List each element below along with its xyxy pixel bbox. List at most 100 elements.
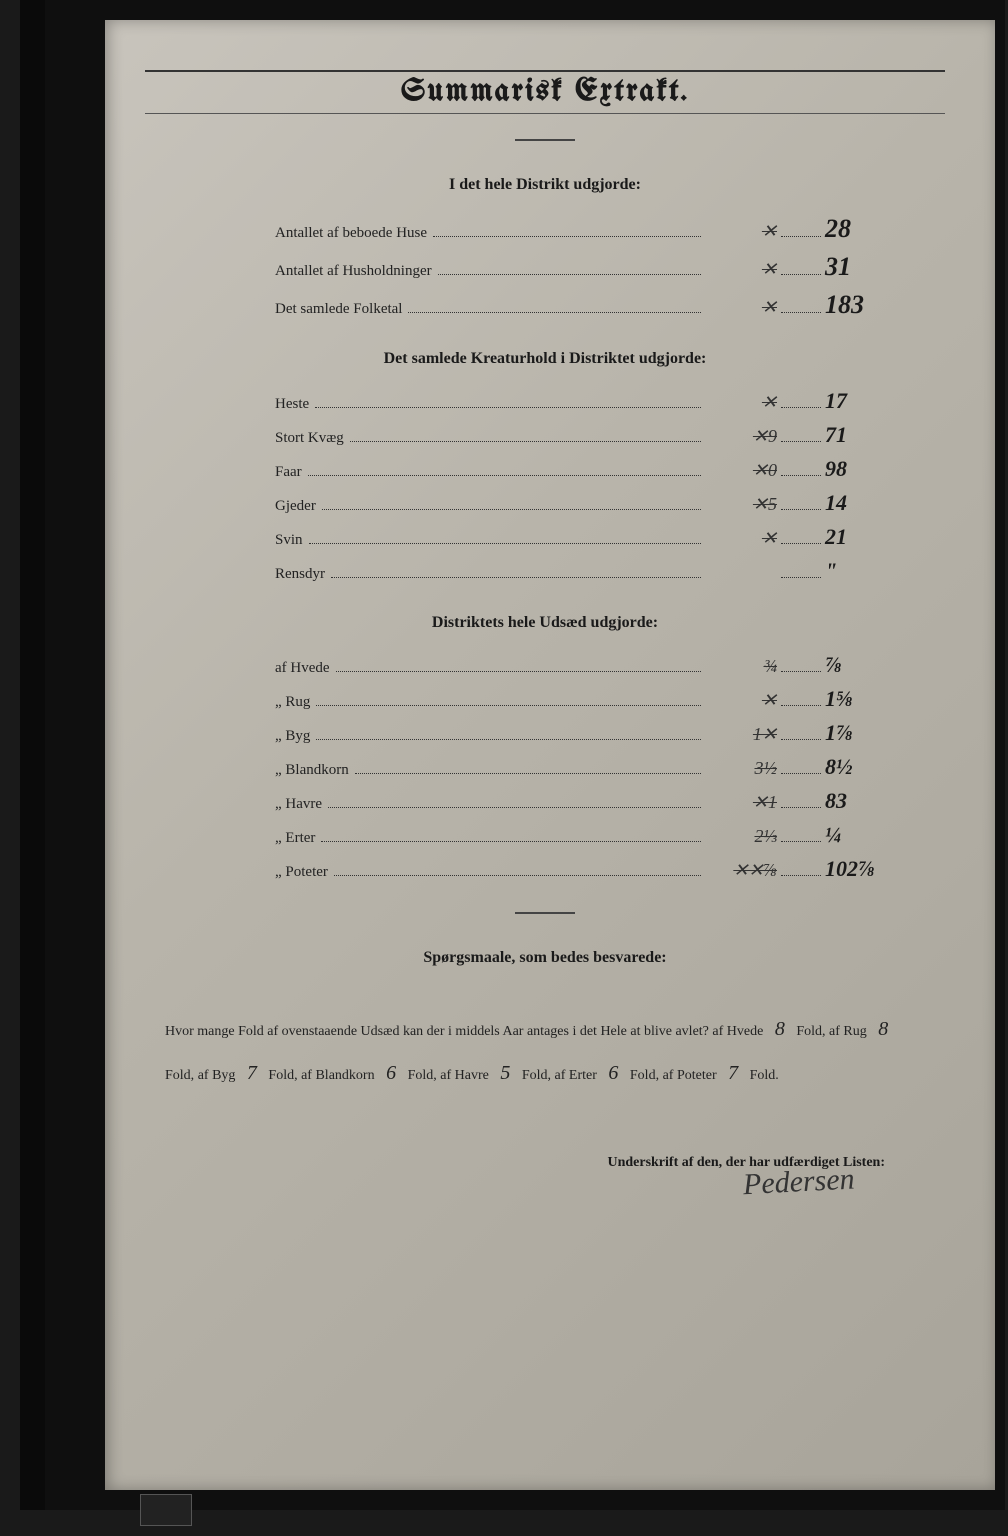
data-row: „ Byg 1✕ 1⅞ (275, 720, 895, 746)
section1-heading: I det hele Distrikt udgjorde: (145, 176, 945, 194)
question-crop: af Poteter (663, 1068, 717, 1083)
dots (781, 738, 821, 740)
row-label: „ Byg (275, 728, 310, 745)
dots (408, 311, 701, 313)
row-label: Heste (275, 396, 309, 413)
divider (515, 912, 575, 914)
row-value: 98 (825, 456, 895, 482)
book-binding: Summarisk Extrakt. I det hele Distrikt u… (20, 0, 1005, 1510)
section2-rows: Heste✕17Stort Kvæg✕971Faar✕098Gjeder✕514… (145, 388, 945, 584)
dots (433, 235, 701, 237)
data-row: „ Havre✕183 (275, 788, 895, 814)
row-value: 183 (825, 290, 895, 320)
signature: Pedersen (145, 1162, 856, 1233)
question-crop: af Byg (198, 1068, 236, 1083)
row-label: af Hvede (275, 660, 330, 677)
question-crop: af Havre (440, 1068, 489, 1083)
row-label: Antallet af beboede Huse (275, 225, 427, 242)
dots (781, 273, 821, 275)
row-label: „ Blandkorn (275, 762, 349, 779)
dots (315, 406, 701, 408)
row-value: 83 (825, 788, 895, 814)
row-value: 1⅞ (825, 720, 895, 746)
question-value: 6 (378, 1062, 404, 1084)
crossed-value: ✕ (707, 221, 777, 242)
question-value: 7 (720, 1062, 746, 1084)
crossed-value: ✕ (707, 392, 777, 413)
dots (336, 670, 701, 672)
question-value: 8 (870, 1018, 896, 1040)
dots (781, 542, 821, 544)
question-value: 6 (600, 1062, 626, 1084)
dots (781, 806, 821, 808)
dots (781, 440, 821, 442)
dots (438, 273, 701, 275)
question-unit: Fold. (750, 1068, 779, 1083)
question-unit: Fold, (408, 1068, 437, 1083)
dots (781, 670, 821, 672)
data-row: Det samlede Folketal ✕ 183 (275, 290, 895, 320)
row-label: „ Poteter (275, 864, 328, 881)
crossed-value: ✕9 (707, 426, 777, 447)
row-label: Svin (275, 532, 303, 549)
row-label: Antallet af Husholdninger (275, 263, 432, 280)
row-label: Gjeder (275, 498, 316, 515)
page-tab (140, 1494, 192, 1526)
data-row: af Hvede ¾ ⅞ (275, 652, 895, 678)
dots (781, 508, 821, 510)
row-value: " (825, 558, 895, 584)
data-row: Rensdyr" (275, 558, 895, 584)
crossed-value: ✕ (707, 259, 777, 280)
dots (781, 874, 821, 876)
dots (781, 576, 821, 578)
section2-heading: Det samlede Kreaturhold i Distriktet udg… (145, 350, 945, 368)
crossed-value: 1✕ (707, 724, 777, 745)
data-row: Heste✕17 (275, 388, 895, 414)
data-row: Antallet af beboede Huse ✕ 28 (275, 214, 895, 244)
data-row: „ Erter2⅓¼ (275, 822, 895, 848)
data-row: „ Poteter✕✕⅞102⅞ (275, 856, 895, 882)
question-unit: Fold, (268, 1068, 297, 1083)
question-value: 5 (492, 1062, 518, 1084)
crossed-value: ✕ (707, 297, 777, 318)
dots (781, 704, 821, 706)
divider (515, 139, 575, 141)
question-crop: af Blandkorn (301, 1068, 374, 1083)
row-label: „ Erter (275, 830, 315, 847)
question-value: 8 (767, 1018, 793, 1040)
dots (781, 235, 821, 237)
row-value: 28 (825, 214, 895, 244)
questions-text: Hvor mange Fold af ovenstaaende Udsæd ka… (165, 1007, 925, 1095)
data-row: Svin✕21 (275, 524, 895, 550)
crossed-value: ✕1 (707, 792, 777, 813)
dots (316, 738, 701, 740)
row-label: „ Rug (275, 694, 310, 711)
data-row: Antallet af Husholdninger ✕ 31 (275, 252, 895, 282)
question-crop: af Hvede (712, 1024, 763, 1039)
data-row: „ Rug ✕ 1⅝ (275, 686, 895, 712)
dots (322, 508, 701, 510)
question-unit: Fold, (522, 1068, 551, 1083)
dots (309, 542, 701, 544)
row-label: Det samlede Folketal (275, 301, 402, 318)
question-unit: Fold, (165, 1068, 194, 1083)
crossed-value: ✕ (707, 690, 777, 711)
question-unit: Fold, (630, 1068, 659, 1083)
dots (321, 840, 701, 842)
section3-rows: af Hvede ¾ ⅞ „ Rug ✕ 1⅝ „ Byg 1✕ 1⅞ „ Blandkorn3½… (145, 652, 945, 882)
section3-heading: Distriktets hele Udsæd udgjorde: (145, 614, 945, 632)
dots (781, 474, 821, 476)
crossed-value: ✕ (707, 528, 777, 549)
row-value: ⅞ (825, 652, 895, 678)
row-label: Faar (275, 464, 302, 481)
dots (316, 704, 701, 706)
data-row: Stort Kvæg✕971 (275, 422, 895, 448)
question-value: 7 (239, 1062, 265, 1084)
dots (328, 806, 701, 808)
crossed-value: ¾ (707, 656, 777, 677)
row-value: 1⅝ (825, 686, 895, 712)
row-value: 31 (825, 252, 895, 282)
crossed-value: ✕5 (707, 494, 777, 515)
data-row: „ Blandkorn3½8½ (275, 754, 895, 780)
questions-heading: Spørgsmaale, som bedes besvarede: (145, 949, 945, 967)
